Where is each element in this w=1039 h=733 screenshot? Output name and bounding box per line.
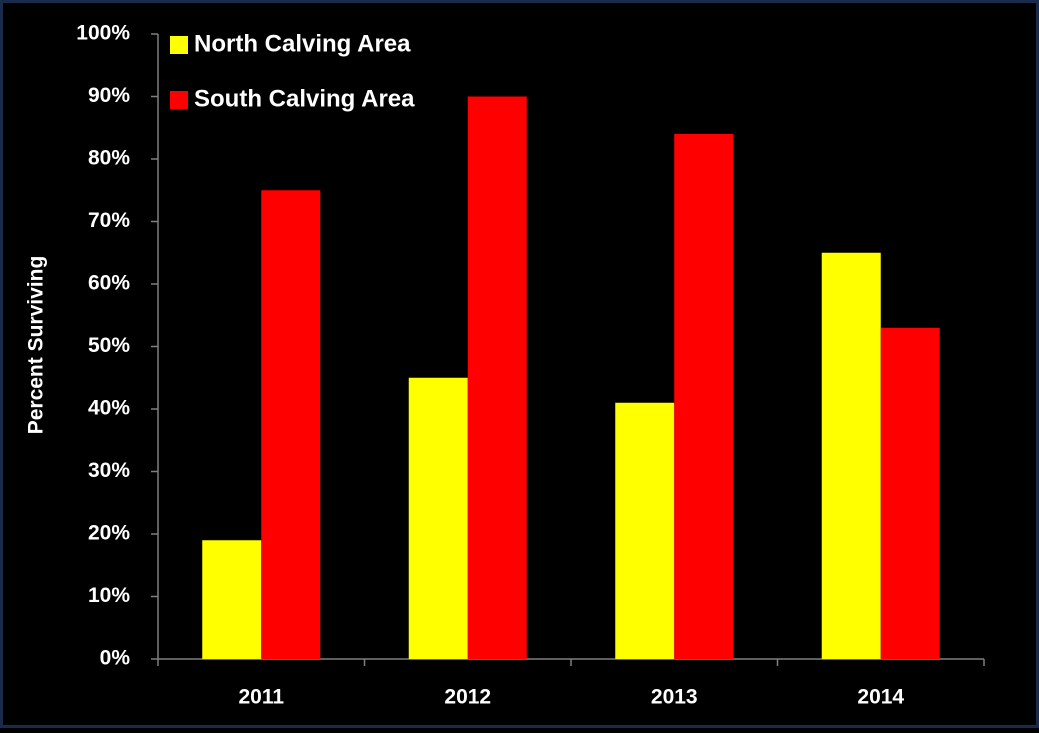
- bar-north-calving-area-2012: [408, 377, 468, 659]
- legend-label: North Calving Area: [194, 30, 411, 57]
- legend-swatch: [170, 36, 188, 54]
- y-tick-label: 60%: [88, 272, 130, 295]
- x-tick-label: 2011: [238, 686, 284, 709]
- y-tick-label: 40%: [88, 397, 130, 420]
- legend-label: South Calving Area: [194, 85, 415, 112]
- bar-south-calving-area-2013: [674, 134, 734, 659]
- bar-north-calving-area-2011: [202, 540, 262, 659]
- y-tick-label: 80%: [88, 147, 130, 170]
- bar-north-calving-area-2014: [821, 252, 881, 659]
- y-tick-label: 90%: [88, 84, 130, 107]
- y-tick-label: 0%: [100, 647, 131, 670]
- y-tick-label: 30%: [88, 459, 130, 482]
- x-tick-label: 2013: [651, 686, 698, 709]
- y-tick-label: 100%: [76, 22, 130, 45]
- bar-south-calving-area-2012: [467, 96, 527, 659]
- bar-south-calving-area-2011: [261, 190, 321, 659]
- y-tick-label: 50%: [88, 334, 130, 357]
- x-tick-label: 2014: [857, 686, 904, 709]
- legend-swatch: [170, 91, 188, 109]
- y-tick-label: 10%: [88, 584, 130, 607]
- bar-south-calving-area-2014: [880, 327, 940, 659]
- y-tick-label: 70%: [88, 209, 130, 232]
- y-tick-label: 20%: [88, 522, 130, 545]
- y-axis-label: Percent Surviving: [25, 256, 48, 435]
- x-tick-label: 2012: [444, 686, 491, 709]
- bar-north-calving-area-2013: [615, 402, 675, 659]
